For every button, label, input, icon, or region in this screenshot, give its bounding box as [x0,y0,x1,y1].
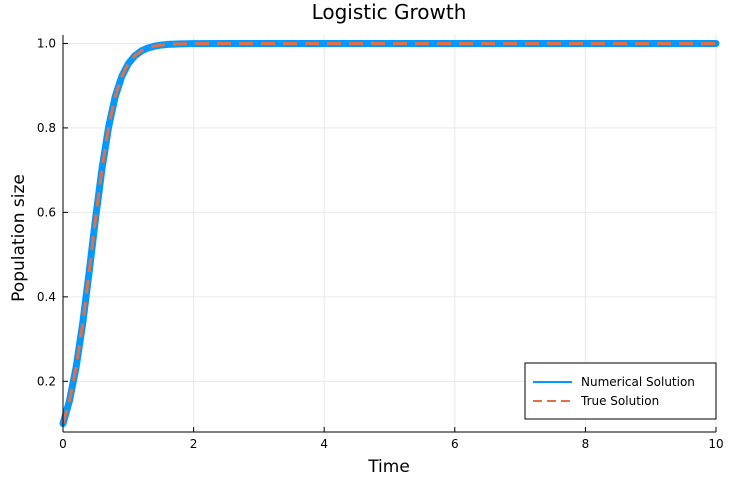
x-axis-title: Time [367,457,410,477]
x-tick-label: 10 [708,437,723,451]
legend-label: Numerical Solution [581,375,695,389]
y-tick-label: 1.0 [37,36,56,50]
y-tick-label: 0.8 [37,121,56,135]
x-tick-label: 4 [320,437,328,451]
y-tick-label: 0.6 [37,205,56,219]
legend-label: True Solution [580,394,659,408]
chart-title: Logistic Growth [312,0,467,24]
legend-box [524,362,717,420]
y-tick-label: 0.4 [37,290,56,304]
legend: Numerical Solution True Solution [524,362,717,420]
y-axis-title: Population size [9,174,29,302]
series-lines [59,39,720,428]
x-tick-label: 0 [59,437,67,451]
y-tick-label: 0.2 [37,374,56,388]
x-tick-label: 6 [451,437,459,451]
x-tick-label: 8 [582,437,590,451]
x-tick-label: 2 [190,437,198,451]
tick-labels: 0 2 4 6 8 10 0.2 0.4 0.6 0.8 1.0 [37,36,724,451]
true-solution-line [61,41,716,424]
axes [62,35,717,433]
